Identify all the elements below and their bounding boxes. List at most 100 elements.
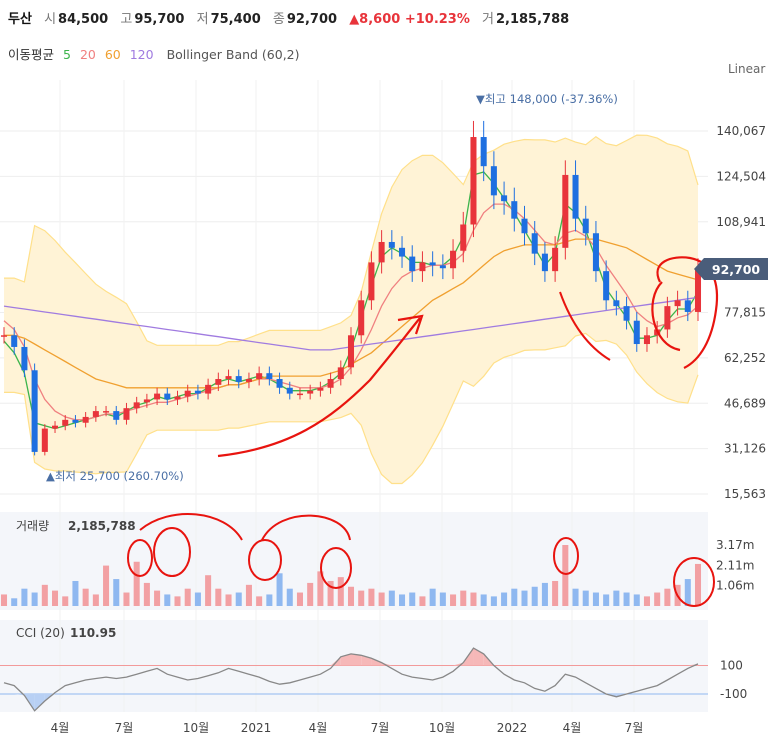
annotation-arrow: [217, 314, 424, 458]
candle-body: [31, 370, 38, 452]
candle-body: [235, 376, 242, 382]
candle-body: [541, 253, 548, 272]
candle-body: [154, 393, 161, 400]
volume-bar: [429, 588, 436, 606]
time-tick-label: 10월: [429, 721, 455, 735]
volume-bar: [399, 594, 406, 606]
volume-bar: [419, 596, 426, 606]
volume-bar: [552, 580, 559, 606]
volume-bar: [113, 579, 120, 606]
bollinger-label: Bollinger Band (60,2): [166, 47, 300, 62]
candle-body: [460, 224, 467, 251]
candle-body: [92, 411, 99, 417]
time-tick-label: 2022: [497, 721, 528, 735]
price-tick-label: 124,504: [716, 169, 766, 183]
candle-body: [337, 367, 344, 380]
change-value: ▲8,600 +10.23%: [349, 12, 470, 27]
candle-body: [358, 300, 365, 336]
candle-body: [327, 379, 334, 388]
cci-line: [0, 647, 708, 712]
volume-bar: [592, 592, 599, 606]
price-tick-label: 46,689: [724, 396, 766, 410]
volume-bar: [511, 588, 518, 606]
candle-body: [143, 399, 150, 403]
volume-bar: [266, 594, 273, 606]
close-label: 종: [272, 12, 285, 27]
annotation-circle-vol3: [248, 539, 282, 581]
candle-body: [511, 201, 518, 219]
moving-average-legend[interactable]: 이동평균 5 20 60 120 Bollinger Band (60,2): [8, 44, 305, 63]
price-tick-label: 108,941: [716, 215, 766, 229]
time-tick-label: 2021: [241, 721, 272, 735]
annotation-arc-vol: [139, 513, 243, 541]
candle-body: [633, 320, 640, 345]
time-tick-label: 4월: [51, 721, 70, 735]
low-value: 75,400: [210, 12, 261, 27]
candle-body: [664, 306, 671, 330]
high-label: 고: [120, 12, 133, 27]
candle-body: [266, 373, 273, 380]
volume-bar: [133, 561, 140, 606]
cci-latest: 110.95: [70, 626, 116, 640]
cci-oversold-area: [34, 694, 45, 711]
volume-bar: [378, 592, 385, 606]
candle-body: [133, 402, 140, 409]
candle-body: [562, 174, 569, 248]
volume-bar: [41, 584, 48, 606]
time-tick-label: 7월: [625, 721, 644, 735]
price-tick-label: 62,252: [724, 351, 766, 365]
volume-bar: [582, 590, 589, 606]
volume-bar: [541, 582, 548, 606]
candle-body: [409, 256, 416, 272]
current-price-badge: 92,700: [694, 258, 768, 280]
candle-body: [439, 265, 446, 269]
candle-body: [62, 419, 69, 426]
volume-bar: [52, 590, 59, 606]
volume-bar: [603, 594, 610, 606]
candle-body: [501, 195, 508, 202]
volume-bar: [194, 592, 201, 606]
volume-bar: [0, 594, 8, 606]
annotation-circle-vol4: [320, 547, 352, 589]
candle-body: [215, 379, 222, 385]
volume-bar: [368, 588, 375, 606]
volume-bar: [184, 588, 191, 606]
candle-body: [347, 335, 355, 368]
volume-bar: [143, 582, 150, 606]
candle-body: [245, 379, 252, 382]
candle-body: [296, 393, 303, 396]
volume-bar: [633, 594, 640, 606]
volume-bar: [286, 588, 293, 606]
candle-body: [490, 166, 497, 196]
volume-bar: [460, 590, 467, 606]
scale-mode[interactable]: Linear: [728, 62, 766, 76]
volume-bar: [62, 596, 69, 606]
hand-drawn-annotations: [127, 256, 718, 607]
volume-bar: [235, 592, 242, 606]
ma5-period: 5: [63, 47, 71, 62]
candle-body: [276, 379, 283, 388]
candle-body: [450, 250, 457, 269]
cci-tick-label: 100: [720, 659, 743, 673]
candle-body: [399, 247, 406, 257]
volume-bar: [521, 590, 528, 606]
time-tick-label: 7월: [371, 721, 390, 735]
candle-body: [113, 411, 120, 420]
candle-body: [623, 306, 630, 321]
candle-body: [378, 241, 385, 263]
price-tick-label: 31,126: [724, 442, 766, 456]
volume-bar: [490, 596, 497, 606]
candle-body: [684, 300, 691, 312]
candle-body: [72, 419, 79, 423]
volume-bar: [31, 592, 38, 606]
ma-label: 이동평균: [8, 47, 55, 62]
candle-body: [123, 408, 130, 420]
candle-body: [205, 384, 212, 394]
low-label: 저: [196, 12, 209, 27]
quote-header: 두산 시 84,500 고 95,700 저 75,400 종 92,700 ▲8,60…: [8, 8, 577, 27]
volume-bar: [205, 575, 212, 606]
annotation-arc-vol2: [261, 514, 351, 541]
volume-bar: [21, 588, 28, 606]
volume-bar: [225, 594, 232, 606]
